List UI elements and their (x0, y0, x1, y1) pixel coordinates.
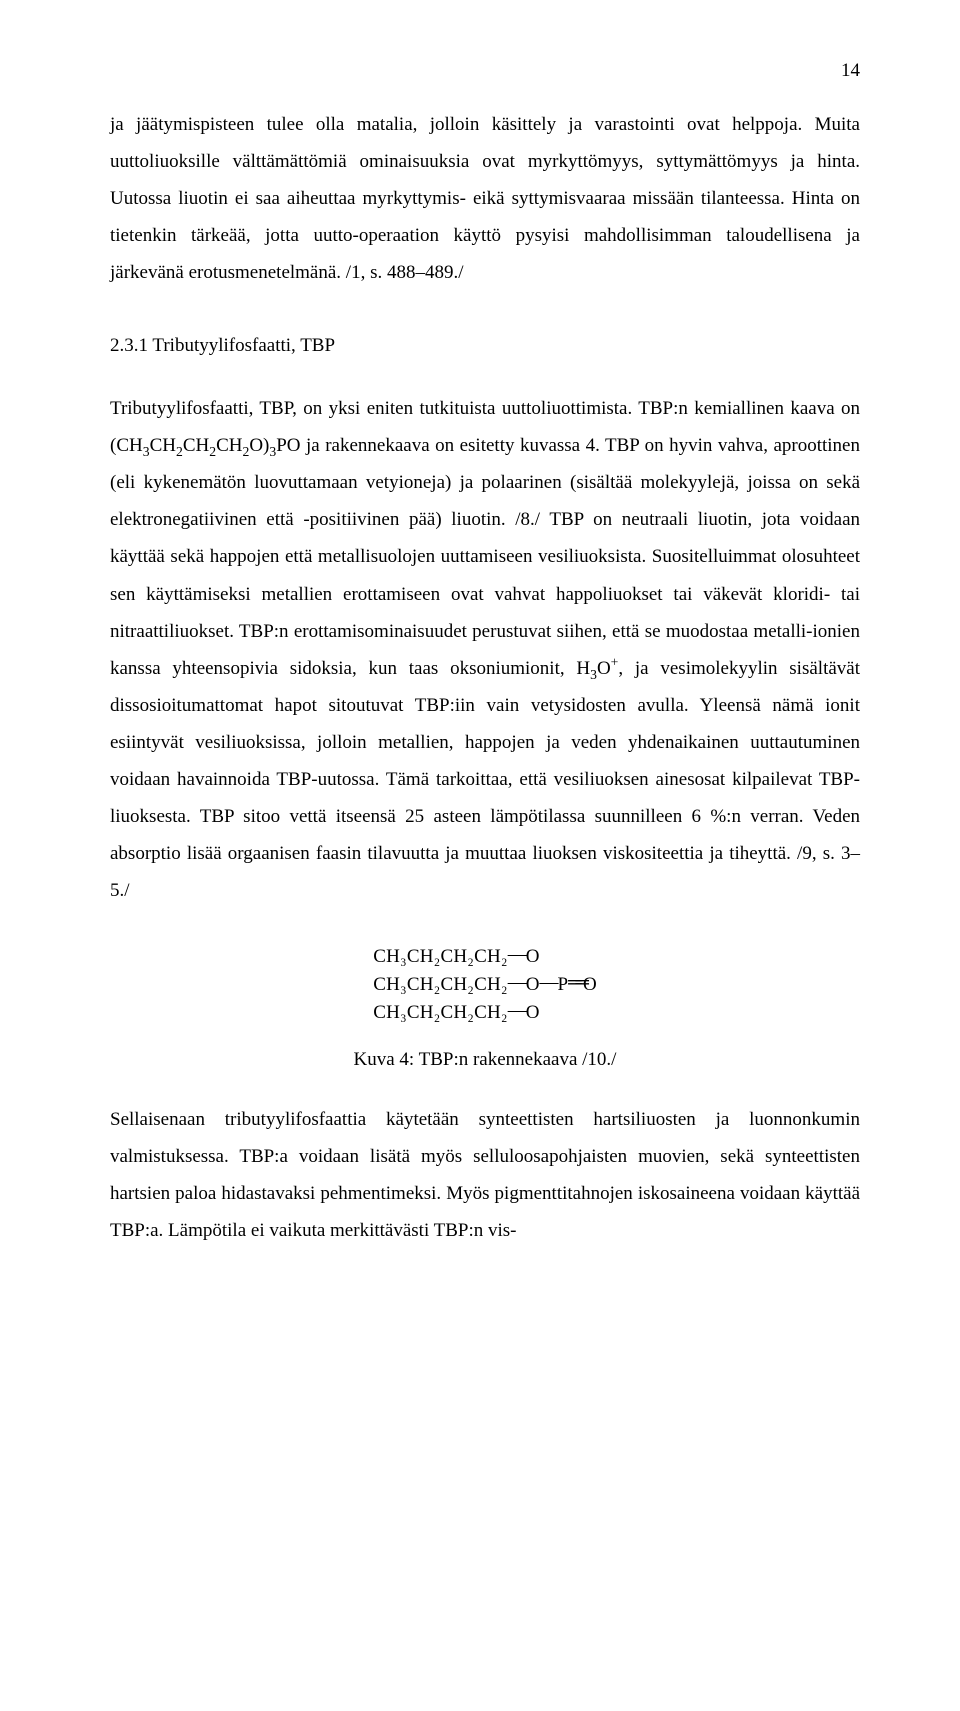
chem-chain-3: CH₃CH₂CH₂CH₂ (373, 999, 507, 1028)
figure-tbp-structure: CH₃CH₂CH₂CH₂ — O CH₃CH₂CH₂CH₂ — O — P ══… (110, 937, 860, 1033)
figure-row-1: CH₃CH₂CH₂CH₂ — O (373, 943, 596, 971)
subscript-h3o-3: 3 (590, 666, 597, 681)
page-number: 14 (110, 60, 860, 82)
section-heading: 2.3.1 Tributyylifosfaatti, TBP (110, 327, 860, 364)
figure-row-3: CH₃CH₂CH₂CH₂ — O (373, 999, 596, 1027)
bond-icon: — (508, 997, 526, 1026)
paragraph-top: ja jäätymispisteen tulee olla matalia, j… (110, 106, 860, 291)
para-main-after-h3o: , ja vesimolekyylin sisältävät dissosioi… (110, 658, 860, 901)
bond-icon: — (508, 969, 526, 998)
txt-ch3: CH (216, 435, 242, 456)
bond-icon: — (508, 941, 526, 970)
subscript-2a: 2 (176, 444, 183, 459)
subscript-3: 3 (143, 444, 150, 459)
txt-o: O) (249, 435, 269, 456)
figure-chem-diagram: CH₃CH₂CH₂CH₂ — O CH₃CH₂CH₂CH₂ — O — P ══… (369, 937, 600, 1033)
txt-oletter: O (597, 658, 611, 679)
oxygen-2: O (526, 971, 540, 1000)
figure-caption: Kuva 4: TBP:n rakennekaava /10./ (110, 1049, 860, 1071)
paragraph-main: Tributyylifosfaatti, TBP, on yksi eniten… (110, 390, 860, 909)
page: 14 ja jäätymispisteen tulee olla matalia… (0, 0, 960, 1315)
para-main-formula-tail: PO ja rakennekaava on esitetty kuvassa 4… (110, 435, 860, 678)
figure-row-2: CH₃CH₂CH₂CH₂ — O — P ══ O (373, 971, 596, 999)
phosphorus: P (557, 971, 568, 1000)
paragraph-bottom: Sellaisenaan tributyylifosfaattia käytet… (110, 1101, 860, 1249)
bond-icon: — (539, 969, 557, 998)
oxygen-1: O (526, 943, 540, 972)
txt-ch2: CH (183, 435, 209, 456)
txt-ch: CH (150, 435, 176, 456)
oxygen-3: O (526, 999, 540, 1028)
chem-chain-1: CH₃CH₂CH₂CH₂ (373, 943, 507, 972)
double-bond-icon: ══ (568, 969, 583, 998)
oxygen-double: O (583, 971, 597, 1000)
chem-chain-2: CH₃CH₂CH₂CH₂ (373, 971, 507, 1000)
